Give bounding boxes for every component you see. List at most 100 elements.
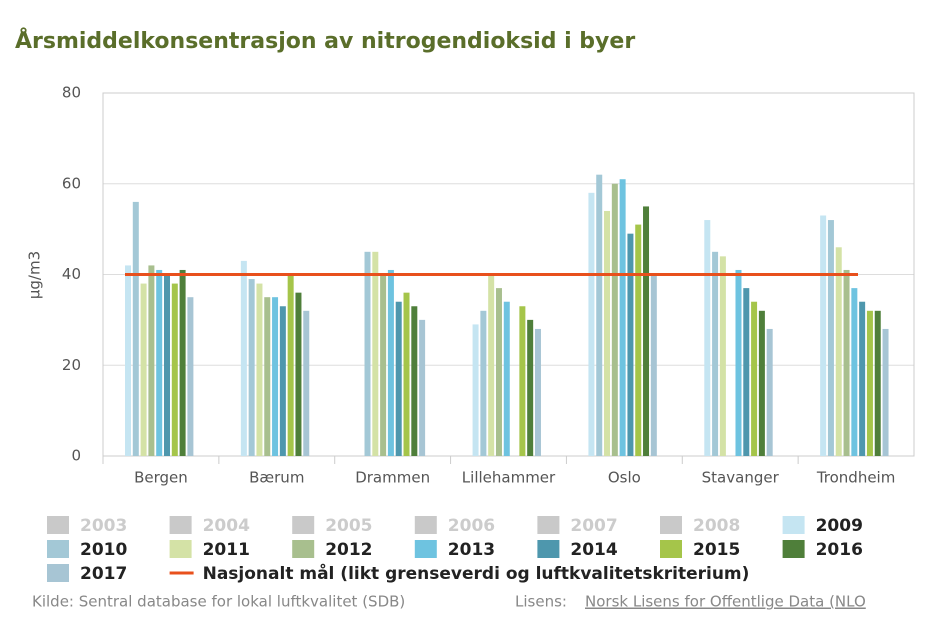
bar xyxy=(611,183,618,456)
x-tick-label: Trondheim xyxy=(816,469,896,487)
y-tick-label: 80 xyxy=(62,84,81,102)
legend-label: 2012 xyxy=(325,540,372,560)
x-tick-label: Bærum xyxy=(249,469,304,487)
legend-swatch xyxy=(660,540,682,558)
legend-label: 2011 xyxy=(203,540,250,560)
bar xyxy=(140,283,147,456)
bar xyxy=(248,279,255,456)
bar xyxy=(387,269,394,456)
bar xyxy=(650,274,657,456)
legend-swatch xyxy=(47,516,69,534)
bar xyxy=(735,269,742,456)
bar xyxy=(303,310,310,456)
bar xyxy=(882,328,889,456)
x-tick-label: Oslo xyxy=(608,469,641,487)
bar xyxy=(643,206,650,456)
bar xyxy=(534,328,541,456)
bar xyxy=(851,288,858,456)
bar xyxy=(627,233,634,456)
bar xyxy=(719,256,726,456)
y-tick-label: 60 xyxy=(62,174,81,192)
bar xyxy=(743,288,750,456)
bar xyxy=(125,265,131,456)
y-tick-label: 20 xyxy=(62,356,81,374)
legend-label: 2015 xyxy=(693,540,740,560)
legend-label: Nasjonalt mål (likt grenseverdi og luftk… xyxy=(203,562,750,584)
legend-label: 2016 xyxy=(816,540,863,560)
bar xyxy=(171,283,178,456)
legend-swatch xyxy=(47,540,69,558)
bar xyxy=(364,251,371,456)
bar xyxy=(827,220,834,456)
bar xyxy=(859,301,866,456)
y-tick-label: 40 xyxy=(62,265,81,283)
legend-swatch xyxy=(169,516,192,534)
bar xyxy=(256,283,263,456)
bar xyxy=(279,306,286,456)
bar xyxy=(380,274,387,456)
bar xyxy=(372,251,379,456)
legend-label: 2006 xyxy=(448,516,495,536)
legend-swatch xyxy=(414,516,437,534)
bar xyxy=(758,310,765,456)
bar xyxy=(164,274,170,456)
bar xyxy=(588,192,595,456)
legend-swatch xyxy=(782,540,805,558)
bar xyxy=(766,328,773,456)
legend-label: 2008 xyxy=(693,516,740,536)
bar xyxy=(395,301,402,456)
bar xyxy=(835,247,842,456)
legend-label: 2014 xyxy=(570,540,617,560)
bar xyxy=(843,269,850,456)
bar xyxy=(604,210,611,456)
legend-swatch xyxy=(414,540,437,558)
bar xyxy=(472,324,479,456)
bar xyxy=(503,301,510,456)
y-axis-label: µg/m3 xyxy=(26,251,44,299)
bar xyxy=(264,297,271,456)
legend-label: 2013 xyxy=(448,540,495,560)
license-link[interactable]: Norsk Lisens for Offentlige Data (NLO xyxy=(585,593,866,611)
legend-label: 2003 xyxy=(80,516,127,536)
x-tick-label: Lillehammer xyxy=(462,469,556,487)
bar xyxy=(419,319,426,456)
y-tick-label: 0 xyxy=(71,447,81,465)
bar xyxy=(295,292,302,456)
legend-swatch xyxy=(660,516,682,534)
legend-label: 2007 xyxy=(570,516,617,536)
bar xyxy=(179,269,186,456)
x-tick-label: Stavanger xyxy=(702,469,780,487)
x-tick-label: Drammen xyxy=(355,469,430,487)
legend-swatch xyxy=(47,564,69,582)
bar xyxy=(596,174,603,457)
legend-swatch xyxy=(292,516,315,534)
bar xyxy=(403,292,410,456)
license-label: Lisens: xyxy=(515,593,567,611)
source: Kilde: Sentral database for lokal luftkv… xyxy=(32,593,405,611)
bar xyxy=(272,297,279,456)
bar xyxy=(156,269,163,456)
bar xyxy=(240,260,247,456)
bar xyxy=(287,274,294,456)
legend-swatch xyxy=(292,540,315,558)
bar xyxy=(495,288,502,456)
legend-label: 2017 xyxy=(80,564,127,584)
bar xyxy=(527,319,534,456)
bar xyxy=(148,265,155,456)
bar xyxy=(619,179,626,456)
legend-swatch xyxy=(537,516,560,534)
bar xyxy=(751,301,758,456)
bar xyxy=(866,310,873,456)
bar xyxy=(480,310,487,456)
legend-label: 2004 xyxy=(203,516,250,536)
bar xyxy=(635,224,642,456)
legend-swatch xyxy=(782,516,805,534)
bar xyxy=(132,201,139,456)
bar xyxy=(411,306,418,456)
legend-swatch xyxy=(169,540,192,558)
legend-label: 2005 xyxy=(325,516,372,536)
bar xyxy=(820,215,827,456)
bar xyxy=(874,310,881,456)
chart-title: Årsmiddelkonsentrasjon av nitrogendioksi… xyxy=(15,28,635,54)
